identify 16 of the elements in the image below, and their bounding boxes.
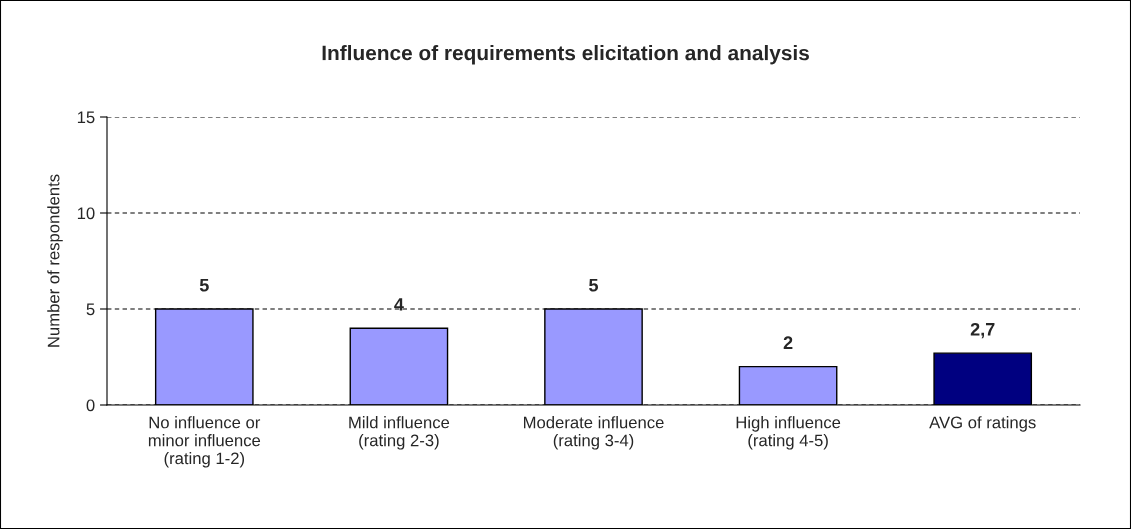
y-tick-label: 0 [86,399,95,412]
data-label: 2,7 [970,322,995,339]
x-tick-label: Mild influence (rating 2-3) [349,416,450,450]
y-axis-title: Number of respondents [47,174,63,347]
y-tick-label: 5 [86,303,95,316]
x-tick-label: High influence (rating 4-5) [736,416,841,450]
data-label: 5 [589,278,599,292]
data-label: 5 [199,278,209,292]
y-tick-label: 15 [77,111,95,124]
data-label: 2 [783,336,793,349]
y-tick-label: 10 [77,207,95,220]
x-tick-label: No influence or minor influence (rating 1-2) [148,416,261,468]
data-label: 4 [394,298,404,311]
x-tick-label: AVG of ratings [929,416,1036,432]
x-tick-label: Moderate influence (rating 3-4) [523,416,664,450]
chart-title: Influence of requirements elicitation and analysis [322,45,809,65]
